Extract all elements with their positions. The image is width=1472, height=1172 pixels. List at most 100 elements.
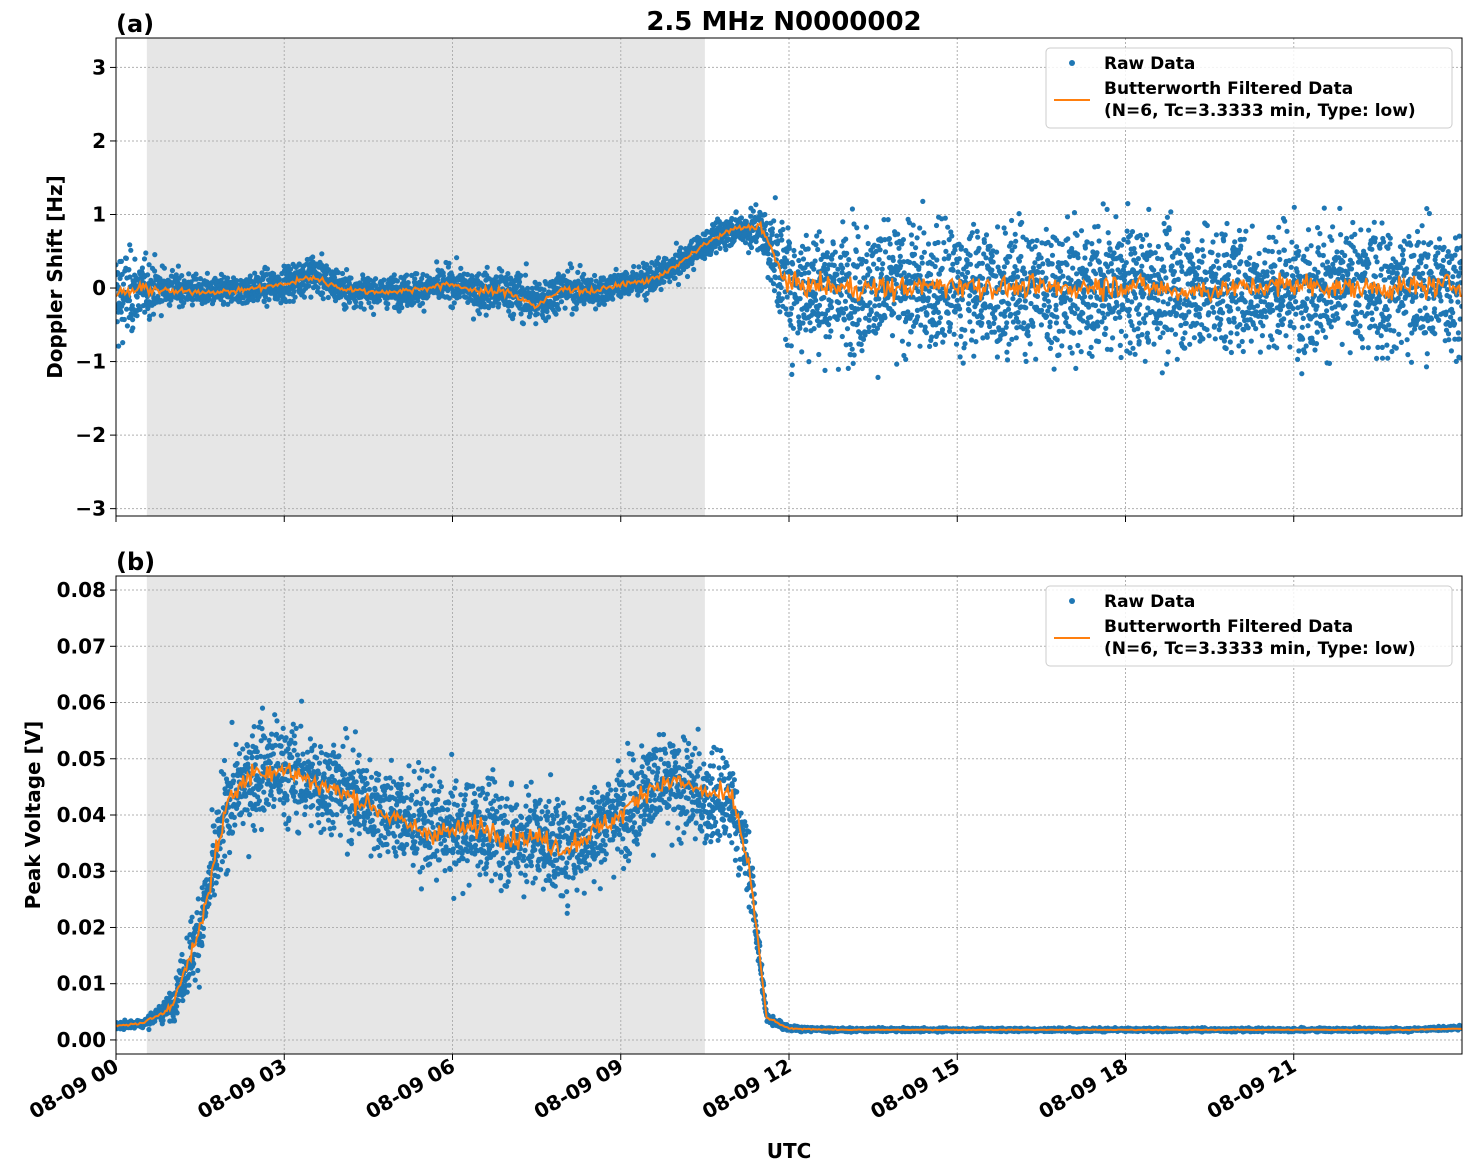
raw-data-point bbox=[1386, 274, 1393, 280]
raw-data-point bbox=[134, 313, 140, 319]
raw-data-point bbox=[1334, 249, 1340, 255]
raw-data-point bbox=[827, 315, 833, 321]
raw-data-point bbox=[1078, 228, 1085, 234]
raw-data-point bbox=[1123, 333, 1129, 339]
raw-data-point bbox=[1151, 341, 1157, 347]
raw-data-point bbox=[1291, 204, 1297, 210]
raw-data-point bbox=[1196, 314, 1203, 320]
raw-data-point bbox=[419, 275, 425, 282]
raw-data-point bbox=[733, 209, 739, 215]
raw-data-point bbox=[250, 298, 256, 304]
raw-data-point bbox=[1164, 214, 1170, 220]
raw-data-point bbox=[1387, 235, 1393, 241]
raw-data-point bbox=[161, 265, 167, 271]
raw-data-point bbox=[1022, 298, 1028, 304]
raw-data-point bbox=[1087, 261, 1093, 267]
raw-data-point bbox=[434, 259, 440, 265]
raw-data-point bbox=[1014, 267, 1020, 274]
raw-data-point bbox=[126, 267, 132, 273]
raw-data-point bbox=[1300, 336, 1306, 342]
raw-data-point bbox=[624, 271, 630, 277]
raw-data-point bbox=[847, 341, 853, 347]
raw-data-point bbox=[821, 294, 827, 301]
raw-data-point bbox=[1088, 294, 1094, 300]
raw-data-point bbox=[567, 293, 573, 299]
raw-data-point bbox=[486, 276, 493, 282]
raw-data-point bbox=[1324, 259, 1330, 265]
raw-data-point bbox=[206, 296, 212, 302]
raw-data-point bbox=[960, 360, 966, 366]
raw-data-point bbox=[991, 320, 997, 326]
raw-data-point bbox=[1012, 244, 1018, 250]
raw-data-point bbox=[1227, 339, 1233, 345]
raw-data-point bbox=[1254, 262, 1260, 269]
raw-data-point bbox=[1160, 299, 1166, 305]
raw-data-point bbox=[1264, 269, 1270, 275]
raw-data-point bbox=[746, 250, 752, 256]
raw-data-point bbox=[470, 316, 477, 322]
raw-data-point bbox=[771, 267, 777, 273]
raw-data-point bbox=[921, 230, 927, 236]
raw-data-point bbox=[1132, 351, 1138, 357]
raw-data-point bbox=[1245, 325, 1251, 331]
raw-data-point bbox=[1326, 360, 1333, 366]
raw-data-point bbox=[949, 233, 955, 239]
raw-data-point bbox=[541, 287, 547, 293]
raw-data-point bbox=[866, 324, 872, 330]
raw-data-point bbox=[644, 262, 650, 268]
raw-data-point bbox=[776, 291, 782, 297]
raw-data-point bbox=[1365, 345, 1371, 351]
raw-data-point bbox=[152, 252, 158, 258]
raw-data-point bbox=[353, 303, 359, 309]
raw-data-point bbox=[830, 241, 836, 247]
raw-data-point bbox=[811, 326, 817, 332]
raw-data-point bbox=[973, 339, 979, 345]
raw-data-point bbox=[116, 319, 120, 325]
raw-data-point bbox=[840, 310, 847, 316]
raw-data-point bbox=[1082, 245, 1088, 251]
raw-data-point bbox=[771, 288, 778, 294]
raw-data-point bbox=[1020, 265, 1026, 271]
raw-data-point bbox=[829, 256, 835, 262]
raw-data-point bbox=[713, 250, 719, 256]
raw-data-point bbox=[914, 235, 920, 241]
raw-data-point bbox=[778, 284, 784, 291]
raw-data-point bbox=[935, 239, 941, 246]
raw-data-point bbox=[1145, 305, 1151, 311]
raw-data-point bbox=[993, 273, 999, 279]
raw-data-point bbox=[1348, 266, 1355, 272]
raw-data-point bbox=[1248, 299, 1254, 305]
raw-data-point bbox=[509, 303, 515, 309]
raw-data-point bbox=[1377, 299, 1383, 305]
raw-data-point bbox=[1004, 357, 1011, 363]
raw-data-point bbox=[898, 263, 904, 269]
raw-data-point bbox=[1034, 237, 1040, 244]
raw-data-point bbox=[1393, 345, 1399, 351]
raw-data-point bbox=[990, 259, 996, 265]
raw-data-point bbox=[1142, 320, 1148, 326]
raw-data-point bbox=[1111, 250, 1117, 256]
raw-data-point bbox=[221, 299, 227, 305]
raw-data-point bbox=[189, 302, 195, 308]
raw-data-point bbox=[775, 303, 781, 309]
raw-data-point bbox=[803, 327, 809, 333]
raw-data-point bbox=[1063, 315, 1070, 321]
raw-data-point bbox=[558, 299, 565, 305]
raw-data-point bbox=[308, 294, 314, 300]
raw-data-point bbox=[1066, 324, 1072, 330]
raw-data-point bbox=[1179, 263, 1185, 270]
raw-data-point bbox=[1161, 268, 1167, 274]
raw-data-point bbox=[729, 222, 735, 228]
raw-data-point bbox=[1044, 292, 1050, 298]
raw-data-point bbox=[929, 334, 935, 340]
raw-data-point bbox=[1159, 370, 1165, 376]
raw-data-point bbox=[476, 271, 482, 277]
raw-data-point bbox=[1084, 239, 1090, 245]
raw-data-point bbox=[1126, 313, 1132, 319]
raw-data-point bbox=[852, 275, 858, 281]
raw-data-point bbox=[882, 315, 888, 321]
raw-data-point bbox=[1399, 252, 1406, 258]
raw-data-point bbox=[828, 304, 835, 311]
raw-data-point bbox=[145, 272, 151, 278]
raw-data-point bbox=[925, 295, 931, 301]
